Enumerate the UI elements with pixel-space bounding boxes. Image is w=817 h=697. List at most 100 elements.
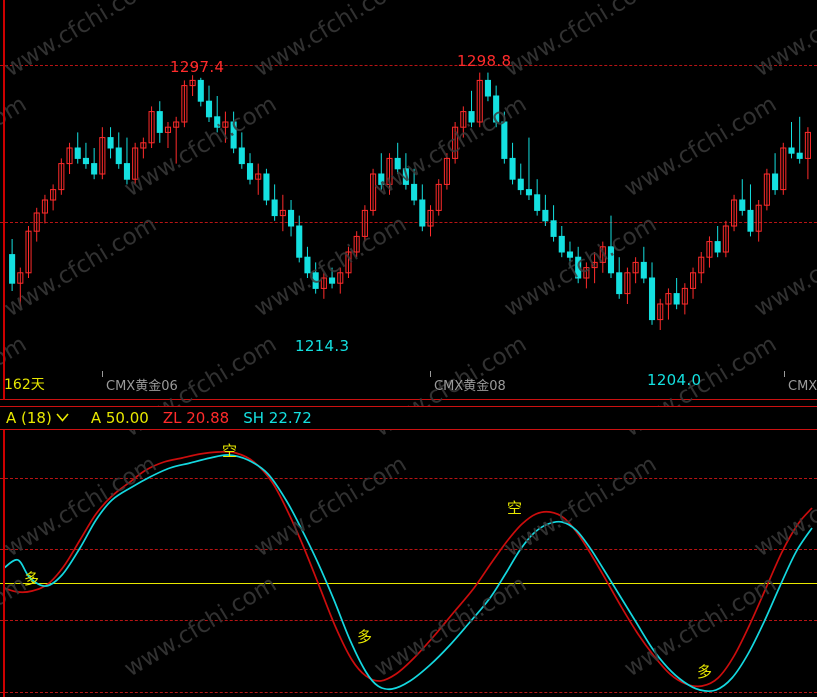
candle-body-up xyxy=(386,157,393,185)
ticker-axis-label: CMX黄金06 xyxy=(102,371,178,394)
candlestick-series xyxy=(9,72,811,330)
candle-body-down xyxy=(525,189,533,196)
candle-body-down xyxy=(115,147,122,165)
chevron-down-icon[interactable] xyxy=(56,412,69,425)
price-extreme-label: 1214.3 xyxy=(295,337,350,355)
candle-body-down xyxy=(271,199,278,217)
candle-body-down xyxy=(509,157,516,180)
indicator-gridline xyxy=(0,549,817,550)
price-gridline xyxy=(0,65,817,66)
candle-body-down xyxy=(673,293,680,305)
candle-body-down xyxy=(246,163,254,180)
indicator-value-zl-number: 20.88 xyxy=(186,409,230,427)
candle-body-down xyxy=(288,209,295,227)
candle-body-down xyxy=(9,254,16,284)
candle-body-up xyxy=(279,209,286,217)
indicator-name-label[interactable]: A (18) xyxy=(6,409,52,427)
candle-body-up xyxy=(583,267,590,279)
price-extreme-label: 1298.8 xyxy=(457,52,512,70)
candle-body-up xyxy=(41,199,48,214)
candle-body-up xyxy=(370,173,377,211)
candle-body-up xyxy=(443,157,450,185)
candle-body-up xyxy=(804,131,811,159)
candle-body-down xyxy=(91,163,98,175)
indicator-value-a-label: A xyxy=(90,409,102,427)
indicator-value-a-number: 50.00 xyxy=(105,409,149,427)
ticker-axis-label: CMX黄 xyxy=(783,371,817,394)
candle-body-down xyxy=(123,163,131,180)
candle-body-down xyxy=(205,100,213,118)
candle-body-down xyxy=(575,256,582,279)
candle-body-down xyxy=(82,157,89,165)
signal-short-marker: 空 xyxy=(507,499,523,517)
candle-body-up xyxy=(140,142,147,149)
candle-body-up xyxy=(731,199,738,227)
candle-body-up xyxy=(780,147,787,191)
candle-body-down xyxy=(378,173,385,185)
candle-body-up xyxy=(632,261,639,274)
candle-body-down xyxy=(238,147,245,165)
candle-body-up xyxy=(189,79,196,87)
candle-body-up xyxy=(657,303,664,321)
candle-body-up xyxy=(164,126,172,133)
candle-body-down xyxy=(616,272,623,295)
candle-body-down xyxy=(411,183,418,201)
candle-body-up xyxy=(181,85,188,123)
candle-body-down xyxy=(402,168,409,185)
signal-long-marker: 多 xyxy=(697,663,713,681)
candle-body-down xyxy=(796,152,803,159)
candle-body-down xyxy=(558,235,565,253)
candle-body-up xyxy=(722,225,729,253)
candle-body-up xyxy=(763,173,770,206)
indicator-header-bar[interactable]: A (18) A 50.00 ZL 20.88 SH 22.72 xyxy=(0,406,817,430)
price-gridline xyxy=(0,399,817,400)
candle-body-down xyxy=(550,220,557,237)
candle-body-up xyxy=(624,272,631,295)
candle-body-down xyxy=(304,256,311,274)
indicator-center-line xyxy=(0,583,817,584)
price-chart-panel[interactable]: 1297.4 1298.8 1214.3 1204.0 CMX黄金06 CMX黄金08 C… xyxy=(0,0,817,400)
indicator-value-zl-label: ZL xyxy=(162,409,182,427)
ticker-axis-label: CMX黄金08 xyxy=(430,371,506,394)
candle-body-up xyxy=(353,235,360,253)
indicator-chart-panel[interactable] xyxy=(0,430,817,697)
indicator-value-sh: SH 22.72 xyxy=(243,409,312,427)
candle-body-up xyxy=(50,189,57,201)
candle-body-down xyxy=(788,147,795,154)
indicator-line-zl xyxy=(3,450,813,688)
candle-body-up xyxy=(255,173,262,180)
candle-body-up xyxy=(17,272,24,284)
candle-body-down xyxy=(263,173,270,201)
candle-body-down xyxy=(640,261,647,279)
indicator-line-sh xyxy=(3,454,813,693)
indicator-curves xyxy=(3,450,813,693)
indicator-value-sh-number: 22.72 xyxy=(268,409,312,427)
candle-body-down xyxy=(714,241,721,253)
candle-body-up xyxy=(476,79,483,123)
candle-body-up xyxy=(460,111,467,128)
candle-body-up xyxy=(681,287,688,305)
candle-body-up xyxy=(33,212,40,232)
candle-body-up xyxy=(698,256,705,274)
indicator-gridline xyxy=(0,478,817,479)
candle-body-down xyxy=(747,209,754,232)
candle-body-down xyxy=(329,277,336,284)
candle-body-up xyxy=(690,272,697,289)
candle-body-up xyxy=(99,137,106,175)
candle-body-down xyxy=(197,79,204,102)
candle-body-up xyxy=(599,246,606,263)
candle-body-down xyxy=(542,209,549,222)
candle-body-down xyxy=(501,121,508,159)
signal-long-marker: 多 xyxy=(24,570,40,588)
candle-body-down xyxy=(468,111,475,123)
candle-body-down xyxy=(230,121,237,149)
candle-body-down xyxy=(214,116,221,128)
candle-body-up xyxy=(591,261,598,269)
price-gridline xyxy=(0,222,817,223)
candle-body-up xyxy=(25,230,32,274)
candle-body-up xyxy=(435,183,442,211)
panel-left-border xyxy=(3,0,5,400)
candle-body-down xyxy=(107,137,114,149)
indicator-value-a: A 50.00 xyxy=(91,409,149,427)
